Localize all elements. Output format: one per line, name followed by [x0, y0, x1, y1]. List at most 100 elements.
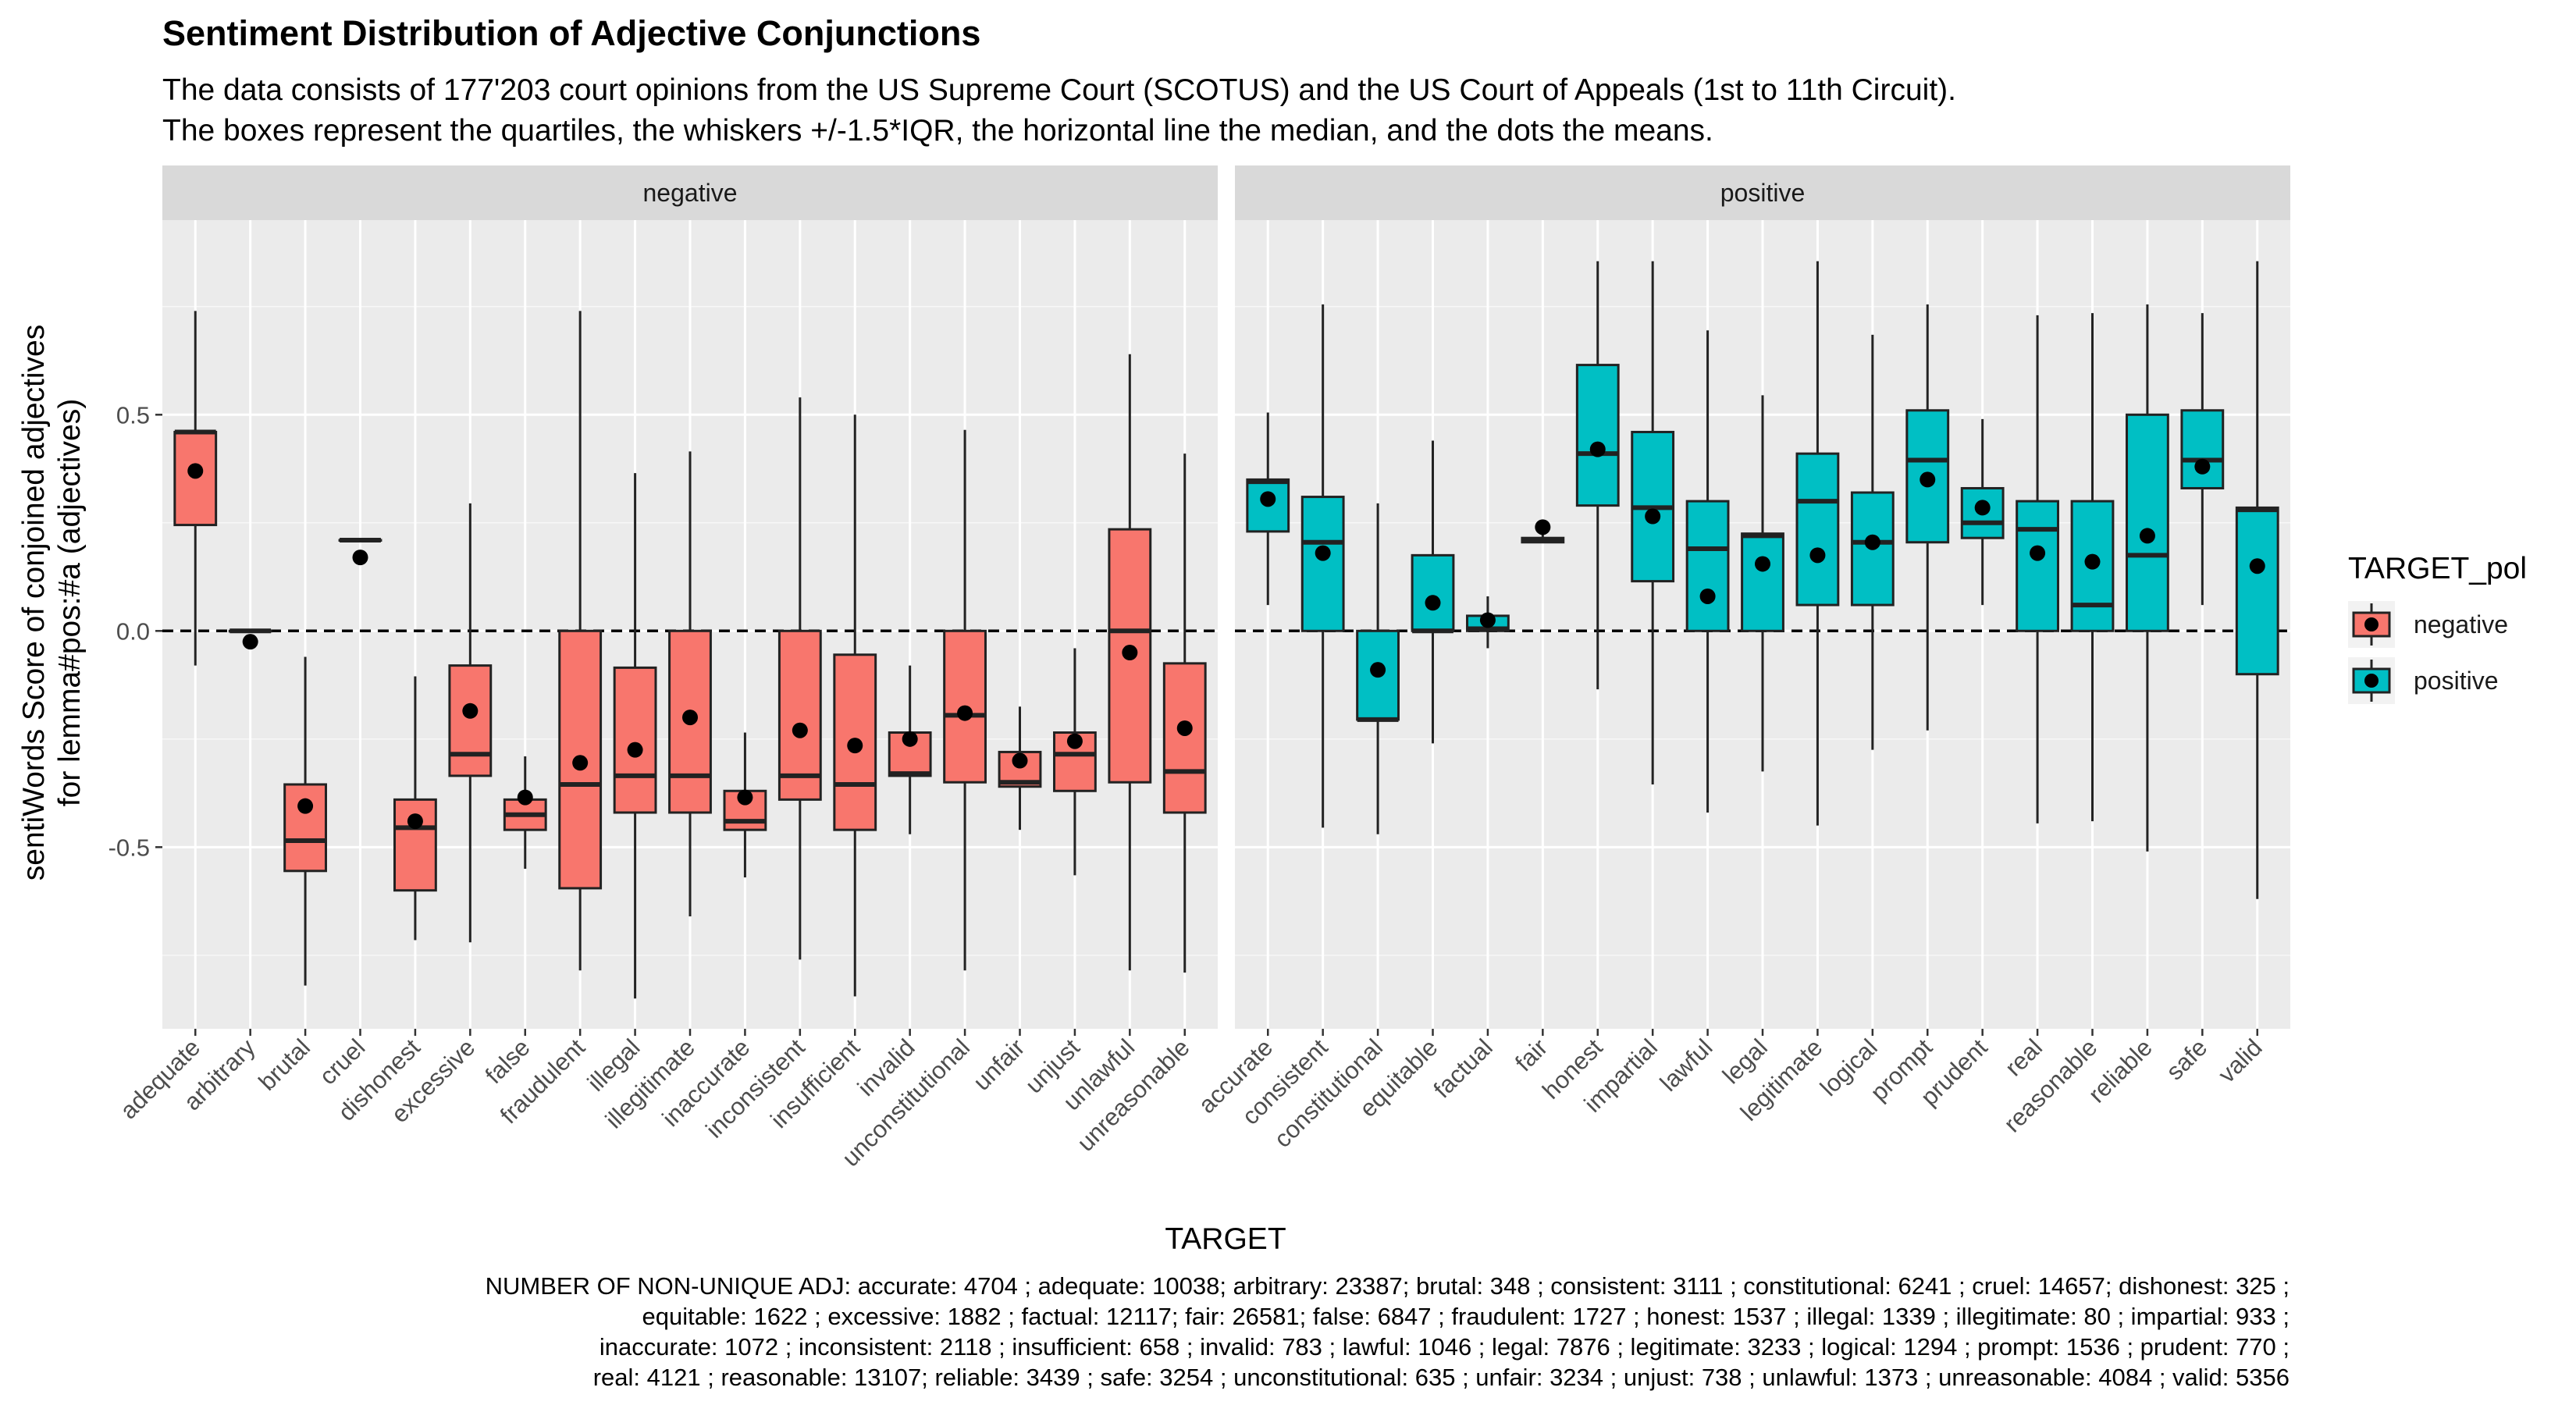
mean-point: [1699, 588, 1716, 604]
box-prompt: [1905, 304, 1950, 731]
mean-point: [1479, 612, 1496, 628]
mean-point: [2139, 528, 2155, 544]
mean-point: [1645, 508, 1661, 525]
box-valid: [2235, 261, 2279, 899]
iqr-box: [448, 664, 493, 777]
mean-point: [1589, 441, 1606, 457]
mean-point: [1066, 733, 1083, 749]
mean-point: [2084, 553, 2101, 570]
mean-point: [2249, 558, 2265, 574]
mean-point: [1864, 534, 1880, 550]
legend-entry-positive: positive: [2348, 657, 2499, 704]
mean-point: [1920, 471, 1936, 488]
box-unfair: [998, 706, 1042, 831]
box-dishonest: [393, 676, 437, 941]
iqr-box: [1300, 496, 1345, 632]
box-brutal: [283, 656, 327, 986]
caption-line-4: real: 4121 ; reasonable: 13107; reliable…: [593, 1364, 2290, 1391]
box-excessive: [448, 503, 493, 943]
mean-point: [242, 634, 258, 650]
box-equitable: [1411, 440, 1455, 744]
box-reasonable: [2070, 313, 2115, 822]
box-insufficient: [833, 414, 877, 997]
facet-strip: [1235, 165, 2290, 220]
mean-point: [352, 550, 368, 566]
mean-point: [737, 789, 753, 806]
legend-key-mean: [2364, 617, 2379, 631]
mean-point: [2030, 545, 2046, 561]
iqr-box: [2235, 506, 2279, 676]
mean-point: [627, 742, 643, 758]
facet-positive: positiveaccurateconsistentconstitutional…: [1193, 165, 2290, 1153]
y-axis-title-line-2: for lemma#pos:#a (adjectives): [53, 399, 87, 806]
facet-panels: negativeadequatearbitrarybrutalcrueldish…: [115, 165, 2290, 1172]
box-lawful: [1685, 330, 1730, 813]
mean-point: [1755, 556, 1770, 572]
box-false: [503, 756, 547, 870]
box-unjust: [1053, 648, 1097, 876]
caption-line-3: inaccurate: 1072 ; inconsistent: 2118 ; …: [600, 1333, 2290, 1361]
y-axis: -0.5 0.0 0.5: [109, 401, 162, 861]
iqr-box: [1575, 364, 1620, 507]
caption: NUMBER OF NON-UNIQUE ADJ: accurate: 4704…: [486, 1272, 2290, 1391]
caption-line-1: NUMBER OF NON-UNIQUE ADJ: accurate: 4704…: [486, 1272, 2290, 1300]
box-legal: [1741, 395, 1784, 772]
legend-label: negative: [2414, 610, 2508, 638]
mean-point: [792, 722, 808, 738]
iqr-box: [2180, 409, 2225, 489]
box-honest: [1575, 261, 1620, 690]
mean-point: [407, 813, 423, 830]
mean-point: [1260, 491, 1276, 507]
iqr-box: [777, 629, 822, 801]
mean-point: [187, 463, 204, 479]
box-constitutional: [1356, 503, 1400, 834]
box-inconsistent: [777, 397, 822, 960]
x-tick-label: lawful: [1655, 1033, 1718, 1097]
chart-subtitle-line-1: The data consists of 177'203 court opini…: [162, 73, 1956, 107]
mean-point: [682, 710, 698, 726]
x-tick-label: unfair: [968, 1033, 1030, 1096]
box-fair: [1521, 519, 1565, 544]
mean-point: [957, 705, 973, 721]
box-fraudulent: [558, 311, 603, 971]
box-logical: [1850, 334, 1895, 750]
mean-point: [297, 798, 314, 814]
box-safe: [2180, 313, 2225, 606]
legend-key-mean: [2364, 674, 2379, 688]
mean-point: [1974, 500, 1991, 516]
box-cruel: [338, 537, 382, 566]
x-tick-label: factual: [1429, 1033, 1498, 1103]
iqr-box: [613, 666, 657, 814]
box-accurate: [1246, 412, 1290, 606]
x-tick-label: real: [2000, 1033, 2048, 1081]
box-arbitrary: [228, 628, 272, 650]
mean-point: [1425, 595, 1441, 611]
y-tick-label: 0.5: [116, 401, 150, 429]
x-tick-label: brutal: [253, 1033, 315, 1096]
mean-point: [1315, 545, 1331, 561]
iqr-box: [1795, 452, 1840, 606]
box-legitimate: [1795, 261, 1840, 826]
box-unconstitutional: [943, 429, 987, 971]
mean-point: [2194, 458, 2211, 475]
box-consistent: [1300, 304, 1345, 828]
y-tick-label: 0.0: [116, 617, 150, 645]
legend: TARGET_pol negative positive: [2348, 552, 2527, 704]
mean-point: [1809, 547, 1826, 564]
box-inaccurate: [723, 732, 767, 878]
box-real: [2016, 315, 2059, 823]
mean-point: [1122, 645, 1138, 661]
mean-point: [462, 702, 479, 719]
y-tick-label: -0.5: [109, 834, 150, 861]
facet-negative: negativeadequatearbitrarybrutalcrueldish…: [115, 165, 1218, 1172]
box-illegitimate: [668, 451, 712, 916]
legend-title: TARGET_pol: [2348, 552, 2527, 585]
x-tick-label: valid: [2213, 1033, 2268, 1088]
mean-point: [902, 731, 918, 747]
legend-label: positive: [2414, 667, 2499, 695]
box-unlawful: [1108, 354, 1152, 971]
caption-line-2: equitable: 1622 ; excessive: 1882 ; fact…: [642, 1303, 2290, 1330]
box-unreasonable: [1162, 454, 1207, 973]
iqr-box: [1162, 662, 1207, 814]
